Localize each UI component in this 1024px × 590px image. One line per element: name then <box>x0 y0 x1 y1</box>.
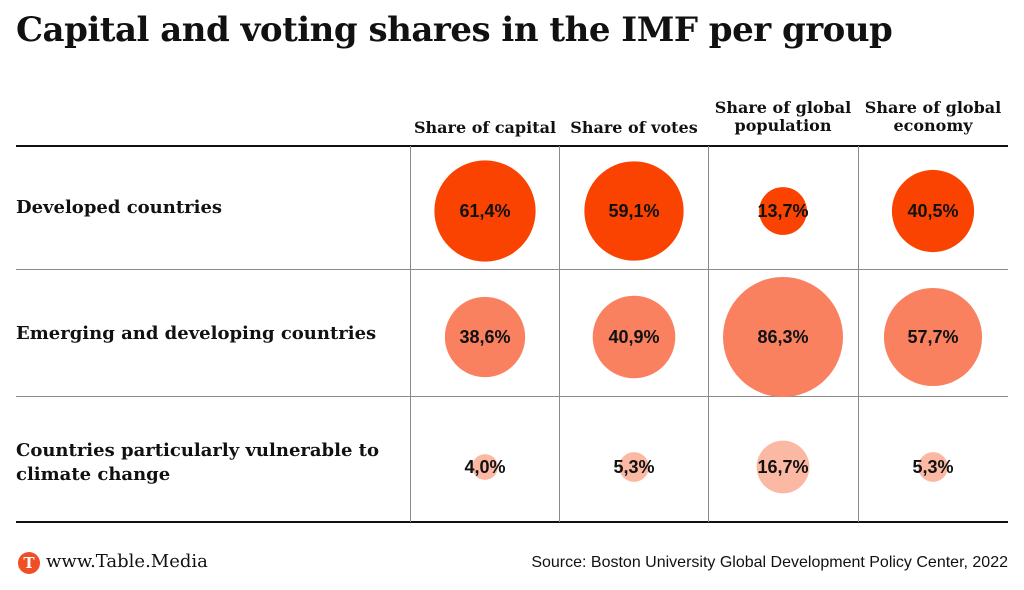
bubble-value-label: 38,6% <box>459 327 510 347</box>
table-bottom-border <box>16 521 1008 523</box>
bubble-value-label: 16,7% <box>757 457 808 477</box>
source-note: Source: Boston University Global Develop… <box>531 554 1008 571</box>
bubble-value-label: 61,4% <box>459 201 510 221</box>
chart-title: Capital and voting shares in the IMF per… <box>16 10 893 50</box>
column-divider <box>858 146 859 522</box>
bubble-value-label: 13,7% <box>757 201 808 221</box>
bubble <box>592 295 676 379</box>
table-media-logo: T <box>18 552 40 574</box>
row-label-developed: Developed countries <box>16 197 223 218</box>
bubble <box>584 161 684 261</box>
column-divider <box>708 146 709 522</box>
bubble <box>619 452 649 482</box>
bubble <box>472 454 498 480</box>
bubble <box>891 169 975 253</box>
column-header-votes: Share of votes <box>570 118 698 137</box>
bubble-value-label: 40,9% <box>608 327 659 347</box>
bubble-value-label: 5,3% <box>613 457 654 477</box>
table-top-border <box>16 145 1008 147</box>
column-divider <box>559 146 560 522</box>
bubble <box>444 296 526 378</box>
column-header-population: Share of global population <box>714 98 852 135</box>
bubble <box>434 160 536 262</box>
bubble <box>918 452 948 482</box>
row-divider <box>16 269 1008 270</box>
row-label-emerging: Emerging and developing countries <box>16 323 377 344</box>
bubble-value-label: 86,3% <box>757 327 808 347</box>
column-header-economy: Share of global economy <box>864 98 1002 135</box>
bubble-value-label: 57,7% <box>907 327 958 347</box>
bubble <box>759 187 807 235</box>
row-divider <box>16 396 1008 397</box>
bubble <box>723 277 843 397</box>
row-label-vulnerable: Countries particularly vulnerable to cli… <box>16 440 380 485</box>
column-header-capital: Share of capital <box>413 118 557 137</box>
column-divider <box>410 146 411 522</box>
bubble <box>756 440 810 494</box>
bubble-value-label: 59,1% <box>608 201 659 221</box>
bubble-value-label: 4,0% <box>464 457 505 477</box>
bubble-value-label: 5,3% <box>912 457 953 477</box>
brand-link[interactable]: www.Table.Media <box>46 551 208 572</box>
bubble-value-label: 40,5% <box>907 201 958 221</box>
bubble <box>883 287 983 387</box>
